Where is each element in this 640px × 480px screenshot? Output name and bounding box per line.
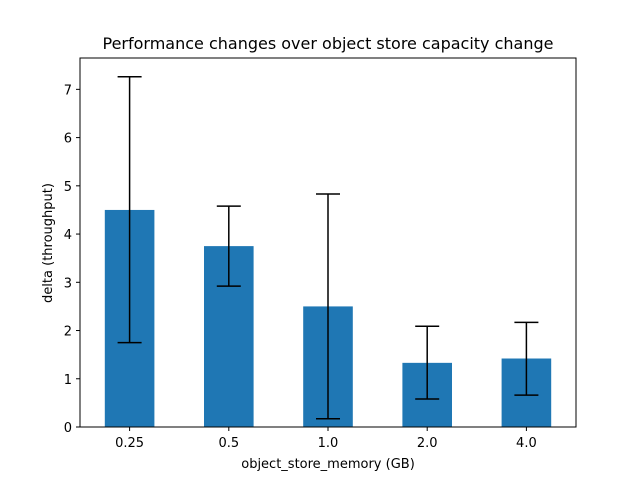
y-tick-label-3: 3 [64, 276, 72, 291]
y-tick-label-5: 5 [64, 180, 72, 195]
y-tick-label-4: 4 [64, 228, 72, 243]
y-tick-label-0: 0 [64, 421, 72, 436]
plot-frame [79, 57, 577, 428]
y-tick-label-6: 6 [64, 132, 72, 147]
y-tick-label-1: 1 [64, 373, 72, 388]
x-tick-label-0.5: 0.5 [218, 436, 239, 451]
x-tick-label-0.25: 0.25 [115, 436, 144, 451]
y-axis-label: delta (throughput) [41, 183, 56, 303]
y-tick-label-2: 2 [64, 325, 72, 340]
error-bars-layer [117, 76, 539, 420]
x-tick-label-4.0: 4.0 [516, 436, 537, 451]
chart-title: Performance changes over object store ca… [102, 34, 553, 53]
y-tick-label-7: 7 [64, 83, 72, 98]
x-tick-label-2.0: 2.0 [417, 436, 438, 451]
x-axis-label: object_store_memory (GB) [241, 457, 415, 472]
x-tick-label-1.0: 1.0 [318, 436, 339, 451]
axes-layer: 0.25 0.5 1.0 2.0 4.0 0 1 2 3 4 5 6 7 [64, 57, 577, 451]
